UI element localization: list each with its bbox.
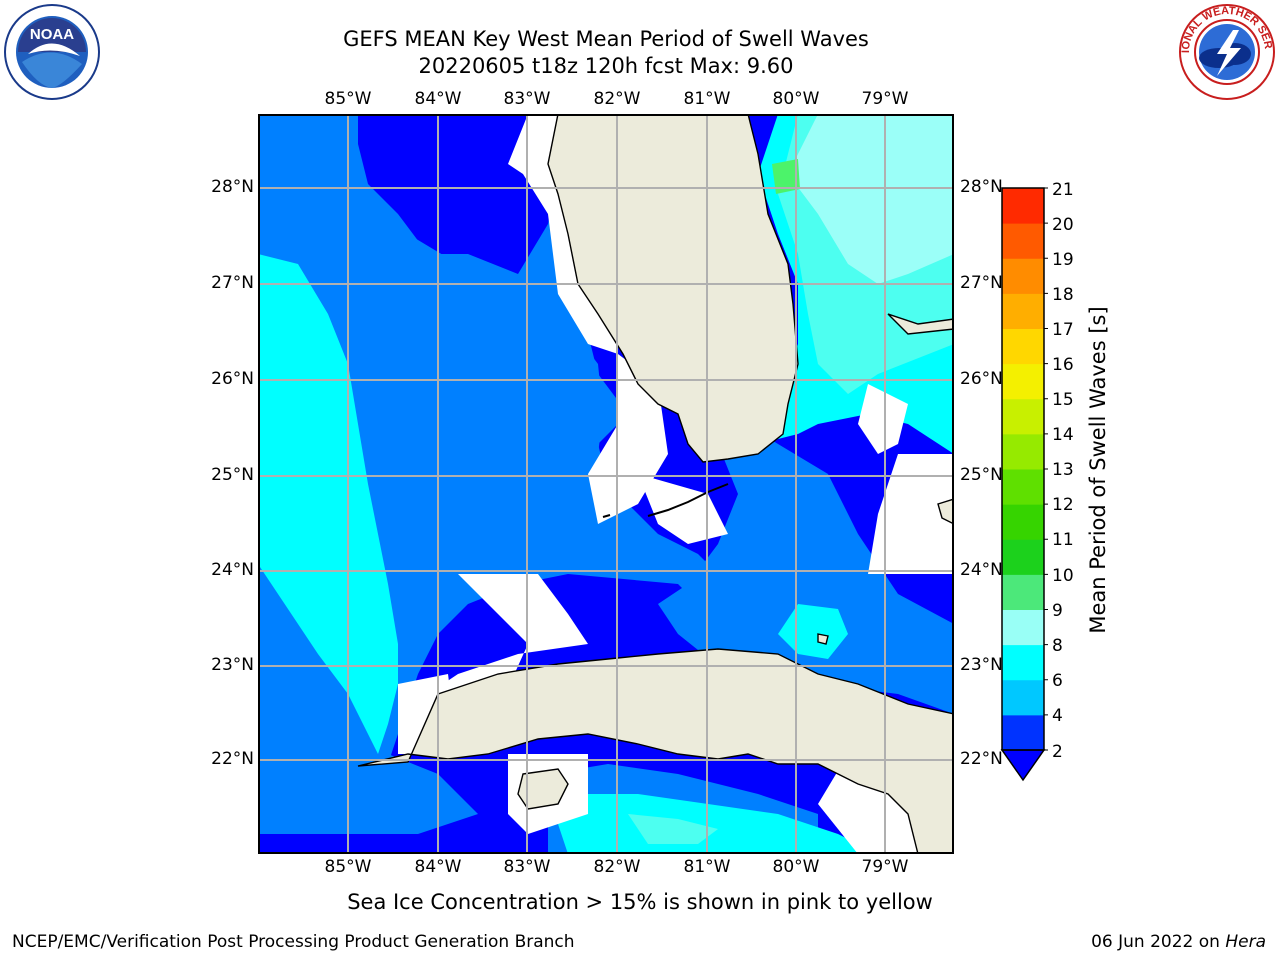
map-subtitle: 20220605 t18z 120h fcst Max: 9.60 bbox=[418, 54, 794, 78]
lat-label-right: 23°N bbox=[960, 655, 1003, 675]
colorbar-tick-label: 12 bbox=[1052, 495, 1074, 515]
colorbar-tick-label: 21 bbox=[1052, 180, 1074, 200]
colorbar-segments bbox=[1002, 187, 1048, 751]
date-stamp: 06 Jun 2022 on Hera bbox=[1091, 932, 1266, 952]
colorbar-tick-label: 14 bbox=[1052, 425, 1074, 445]
lon-label-bottom: 82°W bbox=[593, 857, 641, 877]
colorbar-segment bbox=[1002, 679, 1044, 716]
map-frame bbox=[258, 114, 954, 854]
lat-label-right: 25°N bbox=[960, 465, 1003, 485]
colorbar-tick-label: 8 bbox=[1052, 636, 1063, 656]
lon-label-bottom: 85°W bbox=[324, 857, 372, 877]
lat-label-left: 22°N bbox=[211, 749, 254, 769]
colorbar-tick-label: 17 bbox=[1052, 320, 1074, 340]
lon-label-bottom: 84°W bbox=[414, 857, 462, 877]
contour-10-11s bbox=[772, 159, 800, 194]
colorbar-tick-label: 20 bbox=[1052, 215, 1074, 235]
colorbar-tick-label: 15 bbox=[1052, 390, 1074, 410]
colorbar-tick-label: 6 bbox=[1052, 671, 1063, 691]
colorbar-segment bbox=[1002, 539, 1044, 575]
lon-label-bottom: 80°W bbox=[772, 857, 820, 877]
lon-label-bottom: 79°W bbox=[861, 857, 909, 877]
colorbar-tick-label: 19 bbox=[1052, 250, 1074, 270]
lat-label-right: 26°N bbox=[960, 369, 1003, 389]
lon-label-top: 84°W bbox=[414, 89, 462, 109]
lon-label-top: 82°W bbox=[593, 89, 641, 109]
colorbar-frame bbox=[1001, 187, 1045, 751]
colorbar-segment bbox=[1002, 398, 1044, 435]
nws-logo: NATIONAL WEATHER SERVICE bbox=[1177, 2, 1275, 100]
lat-label-right: 22°N bbox=[960, 749, 1003, 769]
colorbar-tick-label: 16 bbox=[1052, 355, 1074, 375]
lat-label-left: 24°N bbox=[211, 560, 254, 580]
lat-label-right: 24°N bbox=[960, 560, 1003, 580]
colorbar-segment bbox=[1002, 223, 1044, 259]
colorbar-segment bbox=[1002, 258, 1044, 294]
lat-label-left: 27°N bbox=[211, 273, 254, 293]
map-title: GEFS MEAN Key West Mean Period of Swell … bbox=[343, 27, 869, 51]
host-name: Hera bbox=[1225, 932, 1266, 952]
colorbar bbox=[1000, 187, 1048, 782]
colorbar-extend-arrow bbox=[1000, 749, 1046, 782]
lat-label-left: 23°N bbox=[211, 655, 254, 675]
lon-label-top: 80°W bbox=[772, 89, 820, 109]
lon-label-bottom: 81°W bbox=[683, 857, 731, 877]
lat-label-left: 26°N bbox=[211, 369, 254, 389]
lon-label-top: 83°W bbox=[503, 89, 551, 109]
colorbar-segment bbox=[1002, 363, 1044, 400]
colorbar-segment bbox=[1002, 188, 1044, 224]
colorbar-segment bbox=[1002, 644, 1044, 681]
lon-label-top: 85°W bbox=[324, 89, 372, 109]
credit-text: NCEP/EMC/Verification Post Processing Pr… bbox=[12, 932, 575, 952]
colorbar-tick-label: 11 bbox=[1052, 530, 1074, 550]
lat-label-left: 28°N bbox=[211, 177, 254, 197]
lat-label-right: 27°N bbox=[960, 273, 1003, 293]
colorbar-segment bbox=[1002, 609, 1044, 646]
colorbar-segment bbox=[1002, 469, 1044, 505]
colorbar-segment bbox=[1002, 574, 1044, 610]
colorbar-tick-label: 10 bbox=[1052, 566, 1074, 586]
colorbar-tick-label: 18 bbox=[1052, 285, 1074, 305]
noaa-logo: NOAA bbox=[4, 4, 100, 100]
date-text: 06 Jun 2022 on bbox=[1091, 932, 1226, 952]
lon-label-top: 81°W bbox=[683, 89, 731, 109]
colorbar-segment bbox=[1002, 293, 1044, 329]
colorbar-segment bbox=[1002, 504, 1044, 540]
contour-9-10s bbox=[788, 114, 954, 284]
noaa-logo-text: NOAA bbox=[30, 26, 74, 43]
colorbar-segment bbox=[1002, 433, 1044, 470]
lon-label-top: 79°W bbox=[861, 89, 909, 109]
colorbar-segment bbox=[1002, 328, 1044, 365]
colorbar-title: Mean Period of Swell Waves [s] bbox=[1086, 306, 1110, 634]
colorbar-tick-label: 4 bbox=[1052, 706, 1063, 726]
lat-label-left: 25°N bbox=[211, 465, 254, 485]
florida-keys bbox=[602, 483, 729, 518]
lat-label-right: 28°N bbox=[960, 177, 1003, 197]
swell-period-map bbox=[258, 114, 954, 854]
lon-label-bottom: 83°W bbox=[503, 857, 551, 877]
graticule bbox=[258, 114, 954, 854]
colorbar-segment bbox=[1002, 714, 1044, 751]
colorbar-tick-label: 9 bbox=[1052, 601, 1063, 621]
land bbox=[357, 114, 954, 854]
colorbar-tick-label: 2 bbox=[1052, 742, 1063, 762]
colorbar-tick-label: 13 bbox=[1052, 460, 1074, 480]
sea-ice-note: Sea Ice Concentration > 15% is shown in … bbox=[347, 890, 933, 914]
